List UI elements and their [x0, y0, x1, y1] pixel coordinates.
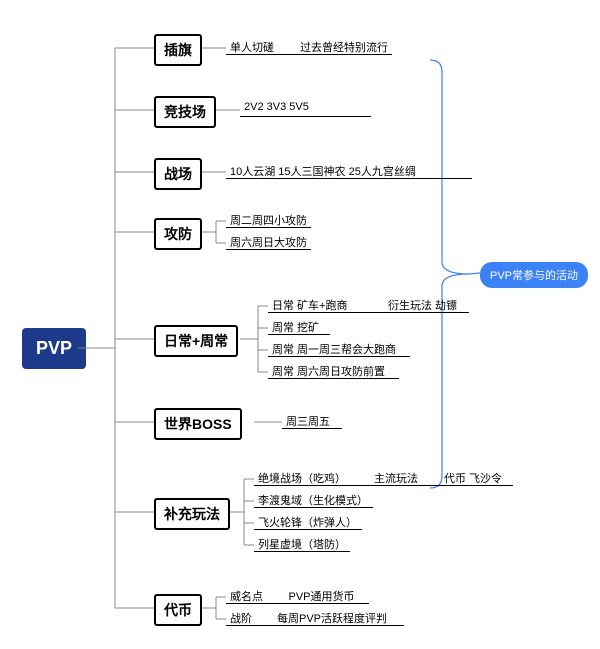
detail-underline	[268, 356, 410, 357]
category-flag: 插旗	[154, 34, 202, 66]
detail-text: 列星虚境（塔防）	[258, 536, 346, 552]
category-extra: 补充玩法	[154, 498, 230, 530]
detail-text: 日常 矿车+跑商	[272, 297, 347, 313]
detail-underline	[226, 249, 311, 250]
root-node: PVP	[22, 328, 86, 369]
category-currency: 代币	[154, 594, 202, 626]
detail-text: 战阶	[230, 610, 252, 626]
detail-text: 单人切磋	[230, 39, 274, 55]
detail-underline	[240, 116, 371, 117]
detail-text: 周常 周一周三帮会大跑商	[272, 341, 396, 357]
detail-text: 周常 挖矿	[272, 319, 319, 335]
detail-text: 代币 飞沙令	[444, 470, 502, 486]
detail-text: PVP通用货币	[289, 588, 355, 604]
detail-underline	[254, 485, 513, 486]
callout-label: PVP常参与的活动	[480, 262, 588, 288]
detail-underline	[226, 625, 404, 626]
detail-underline	[254, 551, 350, 552]
detail-underline	[226, 227, 311, 228]
detail-underline	[226, 603, 369, 604]
detail-underline	[254, 529, 362, 530]
category-arena: 竞技场	[154, 96, 216, 128]
detail-text: 2V2 3V3 5V5	[244, 101, 309, 113]
detail-underline	[268, 334, 330, 335]
detail-text: 威名点	[230, 588, 263, 604]
detail-text: 周二周四小攻防	[230, 212, 307, 228]
detail-underline	[268, 312, 469, 313]
detail-text: 李渡鬼域（生化模式）	[258, 492, 368, 508]
detail-text: 绝境战场（吃鸡）	[258, 470, 346, 486]
detail-text: 每周PVP活跃程度评判	[277, 610, 387, 626]
detail-text: 飞火轮锋（炸弹人）	[258, 514, 357, 530]
detail-underline	[268, 378, 399, 379]
detail-underline	[254, 507, 373, 508]
category-worldboss: 世界BOSS	[154, 408, 242, 440]
category-siege: 攻防	[154, 218, 202, 250]
detail-text: 过去曾经特别流行	[300, 39, 388, 55]
detail-underline	[226, 178, 472, 179]
detail-text: 10人云湖 15人三国神农 25人九宫丝绸	[230, 163, 416, 179]
detail-underline	[282, 428, 342, 429]
detail-text: 周常 周六周日攻防前置	[272, 363, 385, 379]
detail-underline	[226, 54, 392, 55]
detail-text: 主流玩法	[374, 470, 418, 486]
detail-text: 周六周日大攻防	[230, 234, 307, 250]
detail-text: 周三周五	[286, 413, 330, 429]
category-battleground: 战场	[154, 158, 202, 190]
detail-text: 衍生玩法 劫镖	[388, 297, 457, 313]
category-daily: 日常+周常	[154, 325, 238, 357]
